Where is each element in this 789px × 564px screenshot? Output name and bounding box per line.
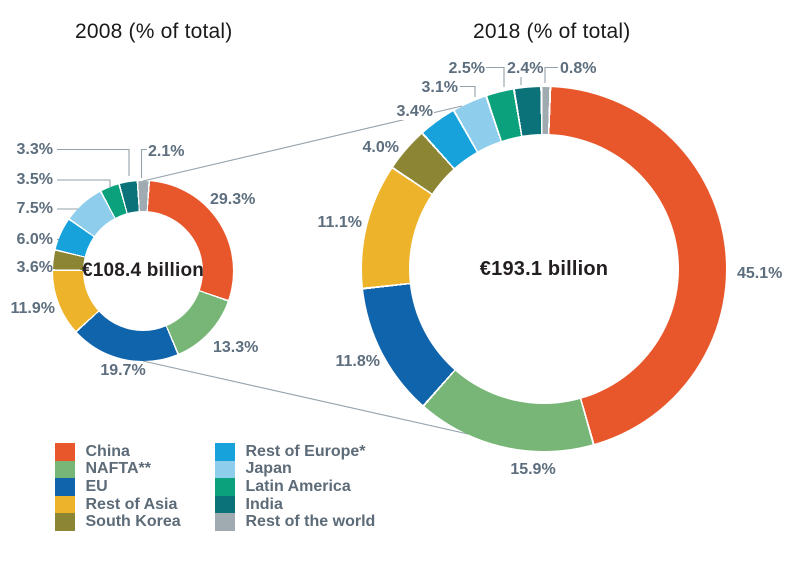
donut-2008-hole: €108.4 billion: [81, 211, 205, 331]
pct-2018-china: 45.1%: [737, 265, 783, 282]
legend-label-nafta: NAFTA**: [85, 460, 151, 478]
pct-2008-india: 3.3%: [16, 141, 53, 158]
legend-swatch-japan: [215, 460, 235, 479]
leader-2008-rest-of-world: [140, 148, 147, 178]
donut-2008-center-value: €108.4 billion: [81, 260, 205, 281]
leader-2018-rest-of-world: [544, 66, 558, 83]
legend-swatch-india: [215, 495, 235, 514]
pct-2018-japan: 3.1%: [421, 79, 458, 96]
leader-2008-india: [57, 148, 130, 176]
pct-2018-latin-america: 2.5%: [448, 60, 485, 77]
pct-2018-rest-of-asia: 11.1%: [317, 214, 362, 231]
leader-2018-latin-america: [486, 66, 505, 87]
pct-2008-japan: 7.5%: [16, 200, 53, 217]
pct-2018-india: 2.4%: [507, 60, 544, 77]
legend-swatch-rest-of-asia: [55, 495, 75, 514]
pct-2018-south-korea: 4.0%: [362, 139, 399, 156]
chart-title-2018: 2018 (% of total): [473, 20, 631, 43]
donut-2008: €108.4 billion: [53, 181, 233, 361]
legend-item-india: India: [215, 495, 375, 514]
legend-label-india: India: [245, 495, 283, 513]
pct-2018-rest-of-world: 0.8%: [560, 60, 597, 77]
legend-item-rest-of-europe: Rest of Europe*: [215, 443, 375, 461]
pct-2018-rest-of-europe: 3.4%: [395, 103, 434, 120]
pct-2018-nafta: 15.9%: [510, 461, 556, 478]
legend-column-1: China NAFTA** EU Rest of Asia South Kore…: [55, 443, 181, 531]
connector-line-bottom: [142, 360, 469, 435]
pct-2008-rest-of-europe: 6.0%: [16, 231, 53, 248]
leader-2008-latin-america: [57, 179, 111, 187]
legend-item-south-korea: South Korea: [55, 513, 181, 531]
pct-2018-eu: 11.8%: [335, 353, 380, 370]
legend-item-japan: Japan: [215, 460, 375, 479]
legend-swatch-rest-of-europe: [215, 443, 235, 461]
legend-item-china: China: [55, 443, 181, 461]
legend-swatch-nafta: [55, 460, 75, 479]
legend-label-rest-of-asia: Rest of Asia: [85, 495, 178, 513]
pct-2008-rest-of-asia: 11.9%: [10, 300, 55, 317]
legend-swatch-south-korea: [55, 513, 75, 531]
legend-item-rest-of-asia: Rest of Asia: [55, 495, 181, 514]
legend-swatch-eu: [55, 478, 75, 496]
legend-item-eu: EU: [55, 478, 181, 496]
legend-column-2: Rest of Europe* Japan Latin America Indi…: [215, 443, 375, 531]
pct-2008-south-korea: 3.6%: [16, 259, 53, 276]
legend-label-south-korea: South Korea: [85, 513, 181, 531]
legend-label-rest-of-europe: Rest of Europe*: [245, 442, 366, 460]
pct-2008-latin-america: 3.5%: [16, 171, 53, 188]
legend-item-latin-america: Latin America: [215, 478, 375, 496]
pct-2008-china: 29.3%: [210, 191, 256, 208]
donut-2018-center-value: €193.1 billion: [479, 257, 609, 280]
legend-item-rest-of-world: Rest of the world: [215, 513, 375, 531]
pct-2008-eu: 19.7%: [100, 362, 146, 379]
legend-label-china: China: [85, 442, 130, 460]
legend-label-latin-america: Latin America: [245, 477, 351, 495]
leader-2018-japan: [460, 85, 476, 97]
legend-swatch-rest-of-world: [215, 513, 235, 531]
legend-label-rest-of-world: Rest of the world: [245, 513, 376, 531]
legend-label-japan: Japan: [245, 460, 292, 478]
pct-2008-rest-of-world: 2.1%: [148, 143, 185, 160]
donut-2018: €193.1 billion: [362, 87, 726, 451]
legend-label-eu: EU: [85, 477, 108, 495]
chart-title-2008: 2008 (% of total): [75, 20, 233, 43]
legend-item-nafta: NAFTA**: [55, 460, 181, 479]
donut-2018-hole: €193.1 billion: [409, 134, 679, 404]
legend-swatch-latin-america: [215, 478, 235, 496]
legend-swatch-china: [55, 443, 75, 461]
pct-2008-nafta: 13.3%: [213, 339, 259, 356]
